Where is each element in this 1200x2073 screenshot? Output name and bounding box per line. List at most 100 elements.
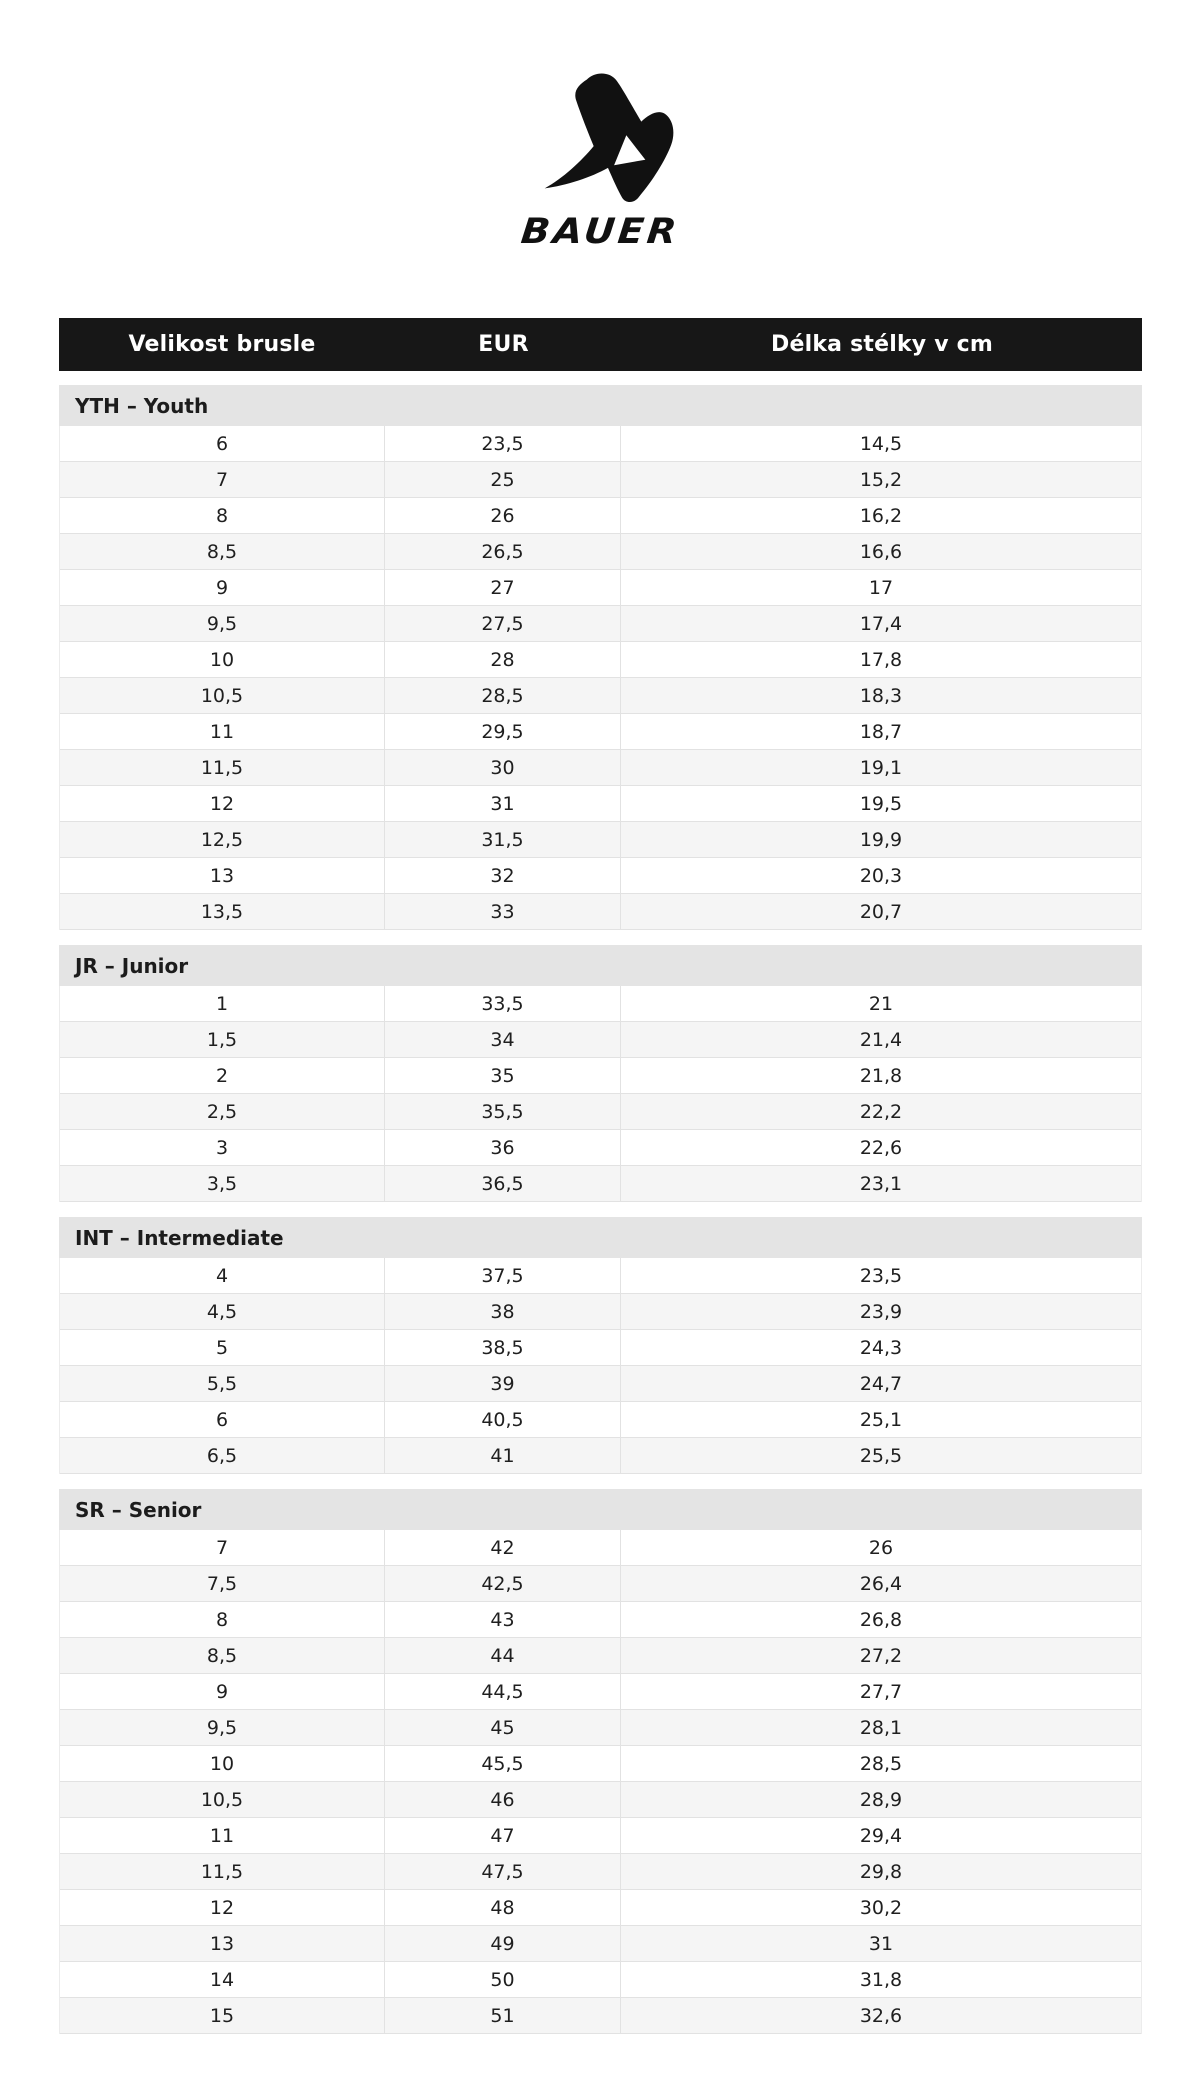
cell-insole-length-cm: 25,1 <box>859 1408 903 1431</box>
cell-insole-length-cm: 19,1 <box>859 756 903 779</box>
cell-insole-length-cm: 19,9 <box>859 828 903 851</box>
table-row: 12 31 19,5 <box>60 786 1141 822</box>
section-label: JR – Junior <box>75 953 189 978</box>
cell-eur-size: 47,5 <box>385 1854 621 1889</box>
cell-eur-size: 38,5 <box>385 1330 621 1365</box>
section-rows: 7 42 26 7,5 42,5 26,4 8 43 26,8 8,5 44 27,2 9 44,5 27,… <box>59 1530 1142 2034</box>
cell-insole-length-cm: 17,4 <box>859 612 903 635</box>
brand-header: BAUER <box>0 0 1200 252</box>
table-row: 9,5 27,5 17,4 <box>60 606 1141 642</box>
cell-eur-size: 26,5 <box>385 534 621 569</box>
cell-eur-size: 36 <box>385 1130 621 1165</box>
cell-insole-length-cm: 20,3 <box>859 864 903 887</box>
cell-skate-size: 6,5 <box>60 1438 385 1473</box>
cell-insole-length-cm: 21,8 <box>859 1064 903 1087</box>
table-row: 2,5 35,5 22,2 <box>60 1094 1141 1130</box>
table-row: 2 35 21,8 <box>60 1058 1141 1094</box>
cell-eur-size: 33 <box>385 894 621 929</box>
cell-skate-size: 7 <box>60 1530 385 1565</box>
cell-eur-size: 37,5 <box>385 1258 621 1293</box>
cell-insole-length-cm: 16,6 <box>859 540 903 563</box>
table-row: 11,5 47,5 29,8 <box>60 1854 1141 1890</box>
cell-skate-size: 3 <box>60 1130 385 1165</box>
cell-skate-size: 12,5 <box>60 822 385 857</box>
cell-skate-size: 6 <box>60 426 385 461</box>
cell-insole-length-cm: 21,4 <box>859 1028 903 1051</box>
cell-skate-size: 11,5 <box>60 1854 385 1889</box>
table-row: 11 29,5 18,7 <box>60 714 1141 750</box>
cell-eur-size: 26 <box>385 498 621 533</box>
cell-eur-size: 27 <box>385 570 621 605</box>
table-row: 3 36 22,6 <box>60 1130 1141 1166</box>
cell-skate-size: 9 <box>60 570 385 605</box>
cell-eur-size: 48 <box>385 1890 621 1925</box>
cell-eur-size: 25 <box>385 462 621 497</box>
cell-skate-size: 8,5 <box>60 534 385 569</box>
cell-insole-length-cm: 32,6 <box>859 2004 903 2027</box>
cell-skate-size: 9,5 <box>60 606 385 641</box>
cell-skate-size: 3,5 <box>60 1166 385 1201</box>
section-header: SR – Senior <box>59 1489 1142 1530</box>
cell-eur-size: 28,5 <box>385 678 621 713</box>
table-row: 6,5 41 25,5 <box>60 1438 1141 1474</box>
cell-skate-size: 5 <box>60 1330 385 1365</box>
table-row: 7 42 26 <box>60 1530 1141 1566</box>
cell-insole-length-cm: 31 <box>868 1932 894 1955</box>
table-body: YTH – Youth 6 23,5 14,5 7 25 15,2 8 26 16,2 8,5 26,… <box>59 385 1142 2034</box>
table-row: 13,5 33 20,7 <box>60 894 1141 930</box>
table-row: 1,5 34 21,4 <box>60 1022 1141 1058</box>
cell-skate-size: 9,5 <box>60 1710 385 1745</box>
bauer-wordmark: BAUER <box>518 212 682 252</box>
cell-insole-length-cm: 25,5 <box>859 1444 903 1467</box>
skate-size-table: Velikost brusle EUR Délka stélky v cm YT… <box>59 318 1142 2034</box>
section-header: YTH – Youth <box>59 385 1142 426</box>
cell-skate-size: 11,5 <box>60 750 385 785</box>
table-row: 13 49 31 <box>60 1926 1141 1962</box>
cell-eur-size: 31 <box>385 786 621 821</box>
cell-eur-size: 42 <box>385 1530 621 1565</box>
section-label: YTH – Youth <box>75 393 209 418</box>
table-row: 8 43 26,8 <box>60 1602 1141 1638</box>
cell-eur-size: 33,5 <box>385 986 621 1021</box>
cell-insole-length-cm: 29,4 <box>859 1824 903 1847</box>
cell-eur-size: 23,5 <box>385 426 621 461</box>
cell-eur-size: 29,5 <box>385 714 621 749</box>
column-header-eur: EUR <box>478 332 529 357</box>
table-row: 5 38,5 24,3 <box>60 1330 1141 1366</box>
section-header: INT – Intermediate <box>59 1217 1142 1258</box>
cell-eur-size: 35,5 <box>385 1094 621 1129</box>
cell-insole-length-cm: 22,2 <box>859 1100 903 1123</box>
table-row: 6 23,5 14,5 <box>60 426 1141 462</box>
cell-skate-size: 1,5 <box>60 1022 385 1057</box>
cell-skate-size: 13,5 <box>60 894 385 929</box>
cell-skate-size: 11 <box>60 714 385 749</box>
table-row: 3,5 36,5 23,1 <box>60 1166 1141 1202</box>
cell-eur-size: 44 <box>385 1638 621 1673</box>
cell-skate-size: 15 <box>60 1998 385 2033</box>
cell-eur-size: 28 <box>385 642 621 677</box>
cell-eur-size: 38 <box>385 1294 621 1329</box>
cell-eur-size: 39 <box>385 1366 621 1401</box>
cell-insole-length-cm: 15,2 <box>859 468 903 491</box>
cell-eur-size: 30 <box>385 750 621 785</box>
cell-insole-length-cm: 30,2 <box>859 1896 903 1919</box>
section-label: SR – Senior <box>75 1497 202 1522</box>
table-row: 12 48 30,2 <box>60 1890 1141 1926</box>
cell-insole-length-cm: 26 <box>868 1536 894 1559</box>
cell-eur-size: 47 <box>385 1818 621 1853</box>
cell-insole-length-cm: 14,5 <box>859 432 903 455</box>
cell-eur-size: 27,5 <box>385 606 621 641</box>
cell-skate-size: 12 <box>60 1890 385 1925</box>
table-row: 12,5 31,5 19,9 <box>60 822 1141 858</box>
cell-insole-length-cm: 23,9 <box>859 1300 903 1323</box>
cell-skate-size: 14 <box>60 1962 385 1997</box>
cell-skate-size: 13 <box>60 1926 385 1961</box>
cell-eur-size: 51 <box>385 1998 621 2033</box>
cell-insole-length-cm: 18,7 <box>859 720 903 743</box>
table-row: 4,5 38 23,9 <box>60 1294 1141 1330</box>
table-row: 11,5 30 19,1 <box>60 750 1141 786</box>
cell-eur-size: 50 <box>385 1962 621 1997</box>
cell-insole-length-cm: 19,5 <box>859 792 903 815</box>
table-row: 5,5 39 24,7 <box>60 1366 1141 1402</box>
cell-eur-size: 41 <box>385 1438 621 1473</box>
